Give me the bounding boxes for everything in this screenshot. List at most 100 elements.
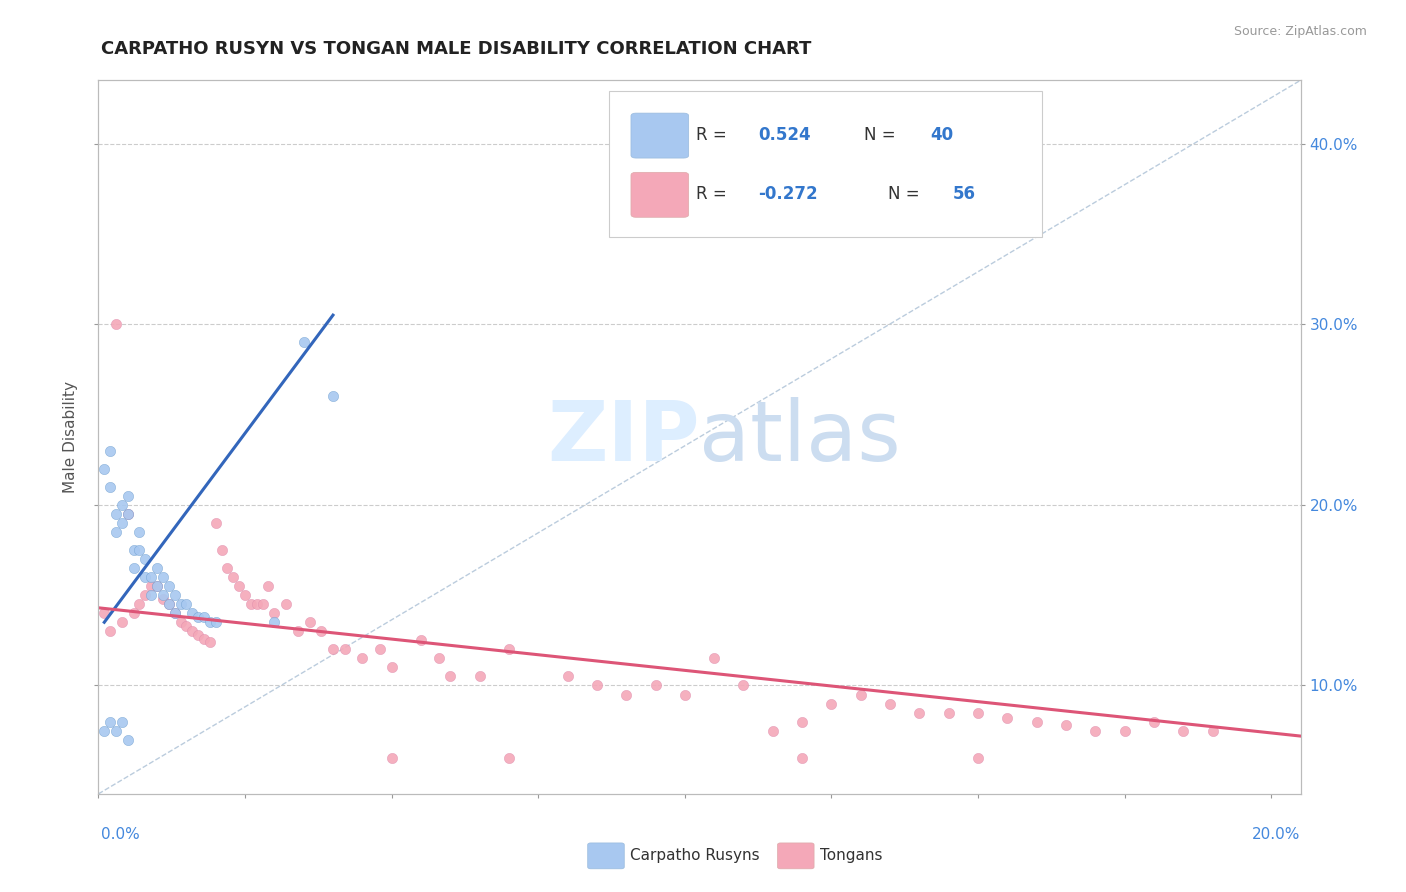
Point xyxy=(181,624,204,639)
FancyBboxPatch shape xyxy=(609,91,1042,237)
Point xyxy=(117,507,139,521)
Point xyxy=(790,750,813,764)
Point xyxy=(222,570,245,584)
Point xyxy=(333,642,356,657)
Point xyxy=(703,651,725,665)
Point xyxy=(614,688,637,702)
Point xyxy=(152,588,174,602)
Point xyxy=(586,678,609,692)
Point xyxy=(98,714,121,729)
Point xyxy=(322,389,344,403)
Point xyxy=(93,606,115,620)
Point xyxy=(193,610,215,624)
Point xyxy=(557,669,579,683)
Text: R =: R = xyxy=(696,127,733,145)
Point xyxy=(198,635,221,649)
Point xyxy=(263,606,285,620)
Point xyxy=(498,750,520,764)
Point xyxy=(98,624,121,639)
Point xyxy=(257,579,280,593)
Point xyxy=(157,597,180,611)
Text: CARPATHO RUSYN VS TONGAN MALE DISABILITY CORRELATION CHART: CARPATHO RUSYN VS TONGAN MALE DISABILITY… xyxy=(101,40,811,58)
Point xyxy=(246,597,269,611)
Point xyxy=(134,588,156,602)
Point xyxy=(849,688,872,702)
Point xyxy=(409,633,432,648)
Point xyxy=(169,597,191,611)
Point xyxy=(790,714,813,729)
Text: Tongans: Tongans xyxy=(820,848,882,863)
Text: Source: ZipAtlas.com: Source: ZipAtlas.com xyxy=(1233,25,1367,38)
Point xyxy=(105,723,128,738)
Point xyxy=(263,615,285,630)
Point xyxy=(820,697,842,711)
Point xyxy=(252,597,274,611)
Point xyxy=(368,642,391,657)
Point xyxy=(176,597,198,611)
Point xyxy=(117,489,139,503)
Text: N =: N = xyxy=(889,186,925,203)
Point xyxy=(239,597,262,611)
Point xyxy=(228,579,250,593)
Point xyxy=(233,588,256,602)
Point xyxy=(111,714,134,729)
Point xyxy=(111,615,134,630)
Point xyxy=(1025,714,1047,729)
Text: 0.524: 0.524 xyxy=(758,127,811,145)
Point xyxy=(1084,723,1107,738)
Point xyxy=(381,750,404,764)
Point xyxy=(93,461,115,475)
Point xyxy=(105,507,128,521)
Point xyxy=(762,723,785,738)
Text: 40: 40 xyxy=(931,127,953,145)
Point xyxy=(111,498,134,512)
Point xyxy=(105,524,128,539)
Point xyxy=(187,610,209,624)
Point xyxy=(204,516,226,530)
Point xyxy=(122,543,145,558)
Point xyxy=(995,711,1018,725)
Point xyxy=(1143,714,1166,729)
Text: 56: 56 xyxy=(953,186,976,203)
Point xyxy=(938,706,960,720)
Text: 0.0%: 0.0% xyxy=(101,827,141,841)
Point xyxy=(879,697,901,711)
Point xyxy=(152,570,174,584)
Point xyxy=(146,579,169,593)
Point xyxy=(352,651,374,665)
Point xyxy=(117,507,139,521)
Point xyxy=(181,606,204,620)
Point xyxy=(128,597,150,611)
Point xyxy=(1173,723,1195,738)
Point xyxy=(122,561,145,575)
Point xyxy=(274,597,297,611)
Point xyxy=(134,552,156,566)
Point xyxy=(128,543,150,558)
Point xyxy=(468,669,491,683)
Point xyxy=(292,335,315,350)
Point xyxy=(163,588,186,602)
Point xyxy=(733,678,755,692)
Point xyxy=(204,615,226,630)
Point xyxy=(908,706,931,720)
Point xyxy=(298,615,321,630)
Point xyxy=(193,632,215,646)
Point xyxy=(105,317,128,331)
Point xyxy=(217,561,239,575)
Point xyxy=(673,688,696,702)
FancyBboxPatch shape xyxy=(631,172,689,218)
Point xyxy=(439,669,461,683)
Point xyxy=(157,597,180,611)
Point xyxy=(1114,723,1136,738)
Point xyxy=(111,516,134,530)
Text: Carpatho Rusyns: Carpatho Rusyns xyxy=(630,848,759,863)
Point xyxy=(128,524,150,539)
Point xyxy=(152,591,174,606)
Y-axis label: Male Disability: Male Disability xyxy=(63,381,79,493)
Point xyxy=(1201,723,1223,738)
Point xyxy=(163,606,186,620)
Point xyxy=(322,642,344,657)
Point xyxy=(176,619,198,633)
Point xyxy=(141,570,163,584)
Point xyxy=(98,480,121,494)
